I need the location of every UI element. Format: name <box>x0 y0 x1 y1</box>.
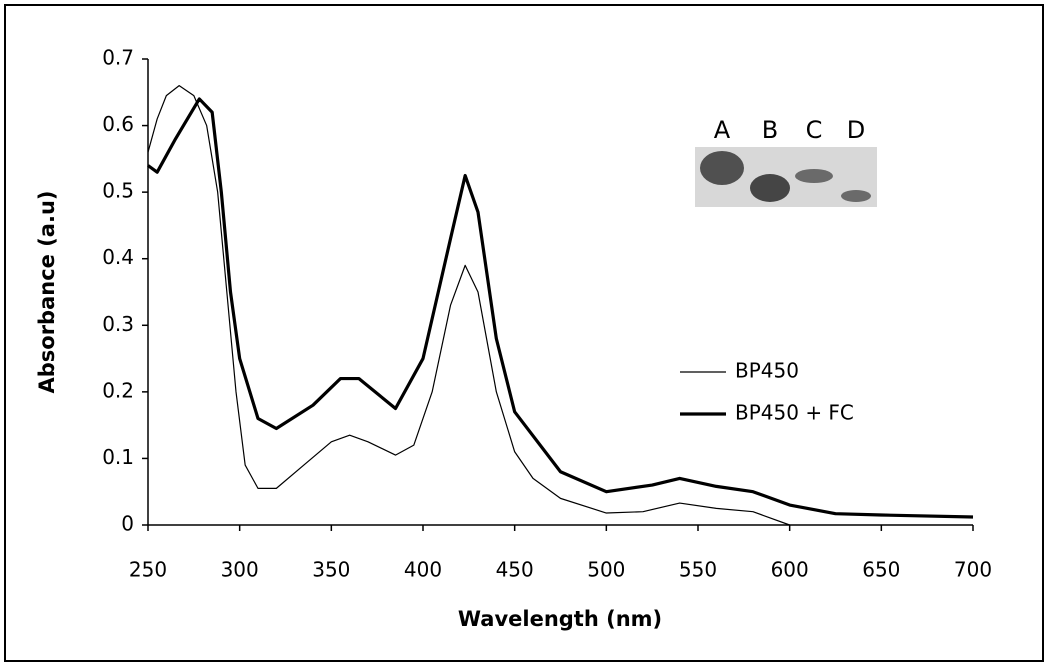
x-tick-label: 450 <box>496 558 534 582</box>
x-tick-label: 500 <box>587 558 625 582</box>
gel-band <box>750 174 790 202</box>
x-tick-label: 550 <box>679 558 717 582</box>
x-tick-label: 250 <box>129 558 167 582</box>
y-axis-title: Absorbance (a.u) <box>35 190 59 393</box>
legend-label: BP450 <box>735 359 799 383</box>
legend-label: BP450 + FC <box>735 401 854 425</box>
y-tick-label: 0.1 <box>102 445 134 469</box>
x-tick-label: 350 <box>312 558 350 582</box>
gel-lane-label: C <box>806 116 823 144</box>
y-tick-label: 0 <box>121 512 134 536</box>
y-tick-label: 0.5 <box>102 179 134 203</box>
gel-band <box>841 190 871 202</box>
x-tick-label: 700 <box>954 558 992 582</box>
gel-lane-label: A <box>714 116 731 144</box>
gel-band <box>795 169 833 183</box>
gel-inset <box>695 147 877 207</box>
y-tick-label: 0.3 <box>102 312 134 336</box>
x-tick-label: 300 <box>221 558 259 582</box>
y-tick-label: 0.4 <box>102 245 134 269</box>
x-tick-label: 600 <box>771 558 809 582</box>
series-line <box>147 85 790 526</box>
x-axis-title: Wavelength (nm) <box>458 607 662 631</box>
gel-lane-label: B <box>762 116 778 144</box>
x-tick-label: 400 <box>404 558 442 582</box>
y-tick-label: 0.6 <box>102 112 134 136</box>
series-line <box>147 97 974 519</box>
frame <box>4 4 1044 662</box>
gel-band <box>700 151 744 185</box>
gel-lane-label: D <box>847 116 865 144</box>
y-tick-label: 0.7 <box>102 46 134 70</box>
x-tick-label: 650 <box>862 558 900 582</box>
y-tick-label: 0.2 <box>102 378 134 402</box>
